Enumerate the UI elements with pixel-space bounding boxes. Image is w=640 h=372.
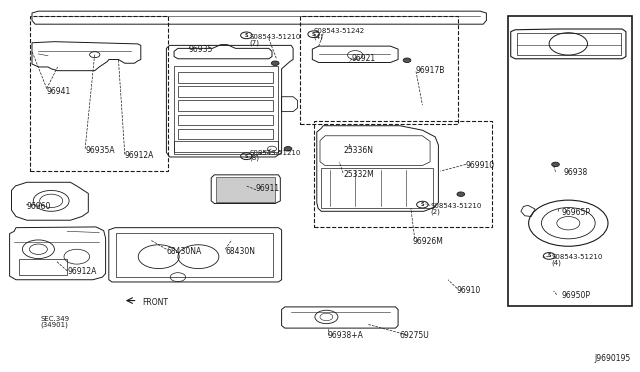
Bar [178, 72, 273, 83]
Text: (4): (4) [552, 260, 561, 266]
Text: S: S [312, 32, 316, 37]
Circle shape [552, 162, 559, 167]
Text: 96950P: 96950P [562, 291, 591, 300]
Text: 96935A: 96935A [85, 146, 115, 155]
Text: 96926M: 96926M [413, 237, 444, 246]
Text: 96935: 96935 [189, 45, 213, 54]
Text: S: S [244, 154, 248, 159]
Text: (8): (8) [250, 155, 260, 161]
Bar [174, 141, 278, 154]
Text: 96921: 96921 [352, 54, 376, 62]
Text: S: S [547, 253, 551, 259]
Text: (34901): (34901) [40, 321, 68, 328]
Bar [314, 121, 492, 227]
Bar [508, 16, 632, 306]
Circle shape [457, 192, 465, 196]
Bar [30, 16, 168, 171]
Bar [178, 86, 273, 97]
Text: 96965P: 96965P [562, 208, 591, 217]
Circle shape [403, 58, 411, 62]
Text: S: S [420, 202, 424, 207]
Text: 96917B: 96917B [416, 66, 445, 75]
Bar [174, 66, 278, 152]
Text: S08543-51210: S08543-51210 [250, 34, 301, 40]
Text: 68430NA: 68430NA [166, 247, 202, 256]
Bar [178, 100, 273, 111]
Text: 96938: 96938 [563, 169, 588, 177]
Text: 96912A: 96912A [67, 267, 97, 276]
Bar [116, 233, 273, 277]
Bar [178, 115, 273, 125]
Bar [517, 33, 621, 55]
Text: (7): (7) [250, 39, 260, 46]
Text: S08543-51210: S08543-51210 [250, 150, 301, 155]
Text: 25332M: 25332M [343, 170, 374, 179]
Text: 96941: 96941 [47, 87, 71, 96]
Text: 96910: 96910 [457, 286, 481, 295]
Text: S08543-51210: S08543-51210 [430, 203, 481, 209]
Text: 96938+A: 96938+A [328, 331, 364, 340]
Bar [321, 168, 433, 208]
Bar [300, 16, 458, 124]
Text: J9690195: J9690195 [594, 354, 630, 363]
Text: S08543-51242: S08543-51242 [314, 28, 365, 34]
Text: 69275U: 69275U [399, 331, 429, 340]
Text: 68430N: 68430N [225, 247, 255, 256]
Text: 969910: 969910 [466, 161, 495, 170]
Text: 96911: 96911 [256, 185, 280, 193]
Circle shape [284, 147, 292, 151]
Bar [216, 177, 275, 202]
Text: S: S [244, 33, 248, 38]
Text: 96960: 96960 [27, 202, 51, 211]
Bar [19, 259, 67, 275]
Text: 25336N: 25336N [343, 146, 373, 155]
Text: FRONT: FRONT [142, 298, 168, 307]
Text: 96912A: 96912A [125, 151, 154, 160]
Text: SEC.349: SEC.349 [40, 316, 70, 322]
Circle shape [271, 61, 279, 65]
Text: (2): (2) [430, 208, 440, 215]
Text: S08543-51210: S08543-51210 [552, 254, 603, 260]
Text: (4): (4) [314, 33, 323, 40]
Bar [178, 129, 273, 139]
